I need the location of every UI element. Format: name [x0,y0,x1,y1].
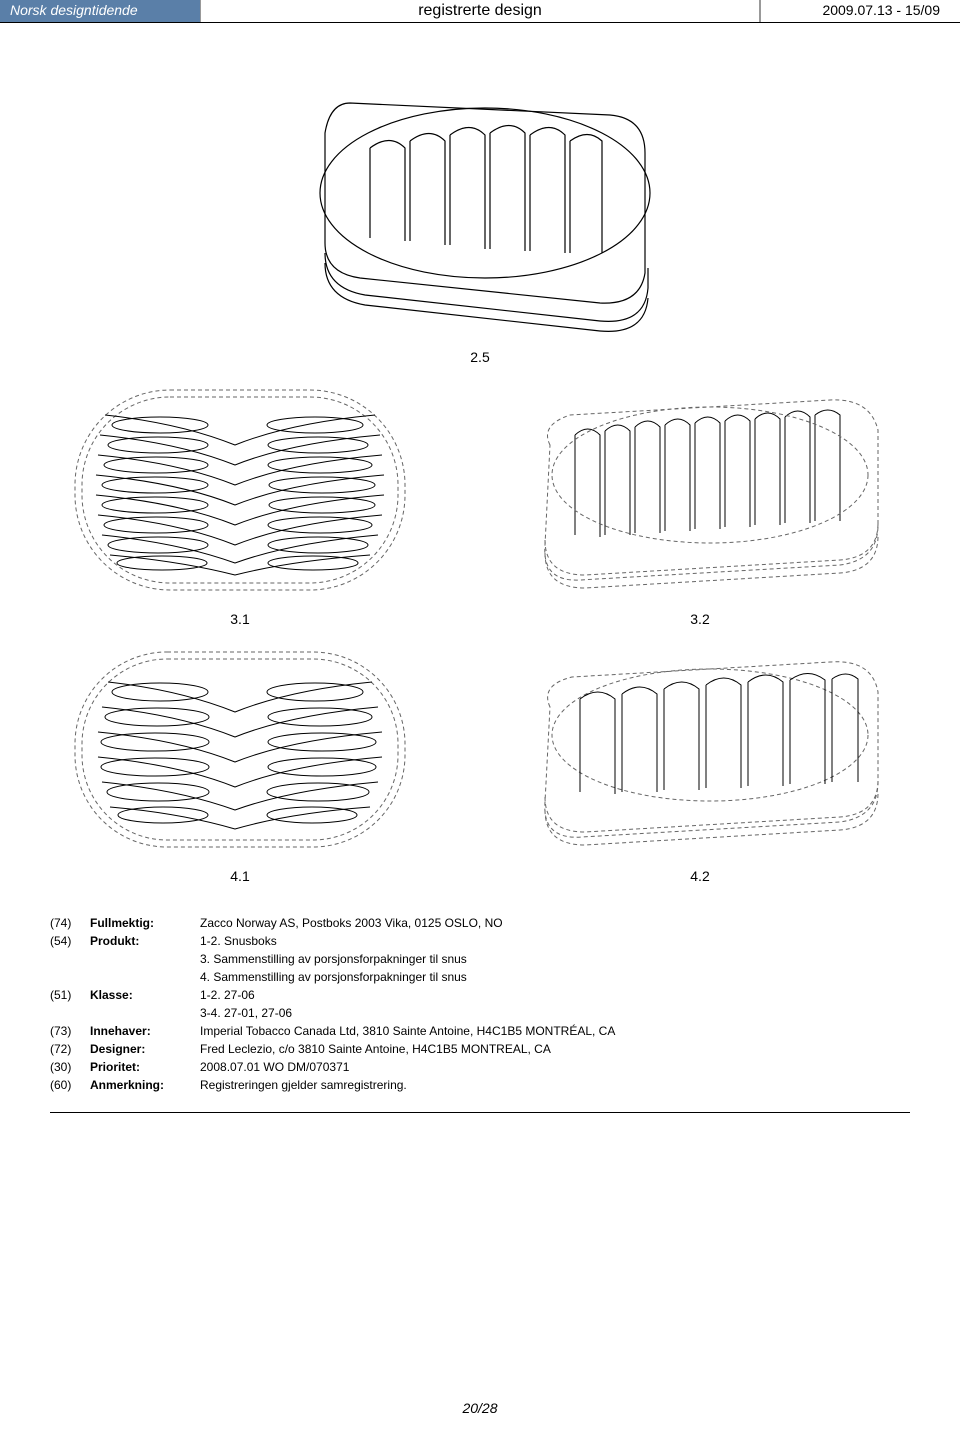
metadata-row: (51)Klasse:1-2. 27-06 [50,986,623,1004]
metadata-value: 3. Sammenstilling av porsjonsforpakninge… [200,950,623,968]
figure-2-5: 2.5 [270,63,690,365]
figure-4-1-label: 4.1 [60,868,420,884]
figure-3-1: 3.1 [60,375,420,627]
metadata-label: Produkt: [90,932,200,950]
figure-4-1-drawing [60,637,420,862]
figure-4-2-drawing [500,637,900,862]
metadata-row: 3-4. 27-01, 27-06 [50,1004,623,1022]
figure-4-2: 4.2 [500,637,900,884]
metadata-value: 1-2. Snusboks [200,932,623,950]
metadata-code [50,968,90,986]
metadata-table: (74)Fullmektig:Zacco Norway AS, Postboks… [50,914,623,1094]
header-date: 2009.07.13 - 15/09 [760,0,960,22]
metadata-code: (30) [50,1058,90,1076]
metadata-label [90,968,200,986]
figure-4-2-label: 4.2 [500,868,900,884]
metadata-code [50,950,90,968]
metadata-value: Imperial Tobacco Canada Ltd, 3810 Sainte… [200,1022,623,1040]
metadata-label [90,950,200,968]
metadata-divider [50,1112,910,1113]
metadata-label: Innehaver: [90,1022,200,1040]
metadata-row: (72)Designer:Fred Leclezio, c/o 3810 Sai… [50,1040,623,1058]
figure-3-2-drawing [500,375,900,605]
metadata-value: Registreringen gjelder samregistrering. [200,1076,623,1094]
metadata-label: Klasse: [90,986,200,1004]
figure-3-2: 3.2 [500,375,900,627]
metadata-value: 4. Sammenstilling av porsjonsforpakninge… [200,968,623,986]
metadata-value: Fred Leclezio, c/o 3810 Sainte Antoine, … [200,1040,623,1058]
metadata-code: (51) [50,986,90,1004]
figure-3-1-drawing [60,375,420,605]
metadata-code: (72) [50,1040,90,1058]
metadata-row: (30)Prioritet:2008.07.01 WO DM/070371 [50,1058,623,1076]
figure-4-1: 4.1 [60,637,420,884]
metadata-row: 3. Sammenstilling av porsjonsforpakninge… [50,950,623,968]
metadata-label: Anmerkning: [90,1076,200,1094]
metadata-row: (60)Anmerkning:Registreringen gjelder sa… [50,1076,623,1094]
page-header: Norsk designtidende registrerte design 2… [0,0,960,23]
metadata-row: (54)Produkt:1-2. Snusboks [50,932,623,950]
metadata-label: Fullmektig: [90,914,200,932]
metadata-code: (73) [50,1022,90,1040]
figure-3-2-label: 3.2 [500,611,900,627]
figure-2-5-label: 2.5 [270,349,690,365]
figure-2-5-drawing [270,63,690,343]
header-title: registrerte design [200,0,760,22]
metadata-code: (74) [50,914,90,932]
page-number: 20/28 [0,1400,960,1416]
metadata-value: Zacco Norway AS, Postboks 2003 Vika, 012… [200,914,623,932]
figures-area: 2.5 [0,23,960,904]
metadata-block: (74)Fullmektig:Zacco Norway AS, Postboks… [0,904,960,1133]
metadata-value: 2008.07.01 WO DM/070371 [200,1058,623,1076]
figure-3-1-label: 3.1 [60,611,420,627]
metadata-row: (73)Innehaver:Imperial Tobacco Canada Lt… [50,1022,623,1040]
metadata-row: 4. Sammenstilling av porsjonsforpakninge… [50,968,623,986]
metadata-code: (54) [50,932,90,950]
metadata-label: Designer: [90,1040,200,1058]
metadata-label [90,1004,200,1022]
metadata-code: (60) [50,1076,90,1094]
metadata-label: Prioritet: [90,1058,200,1076]
metadata-value: 3-4. 27-01, 27-06 [200,1004,623,1022]
header-publication: Norsk designtidende [0,0,200,22]
metadata-value: 1-2. 27-06 [200,986,623,1004]
metadata-code [50,1004,90,1022]
metadata-row: (74)Fullmektig:Zacco Norway AS, Postboks… [50,914,623,932]
